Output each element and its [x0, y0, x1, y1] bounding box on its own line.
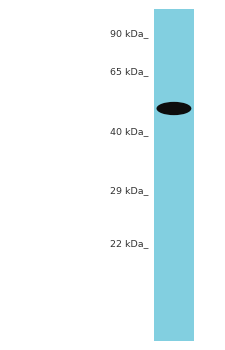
Text: 22 kDa_: 22 kDa_: [110, 239, 148, 248]
Text: 90 kDa_: 90 kDa_: [110, 29, 148, 38]
Bar: [154, 9, 194, 341]
Text: 40 kDa_: 40 kDa_: [110, 127, 148, 136]
Text: 29 kDa_: 29 kDa_: [110, 186, 148, 195]
Ellipse shape: [157, 102, 191, 115]
Text: 65 kDa_: 65 kDa_: [110, 67, 148, 76]
